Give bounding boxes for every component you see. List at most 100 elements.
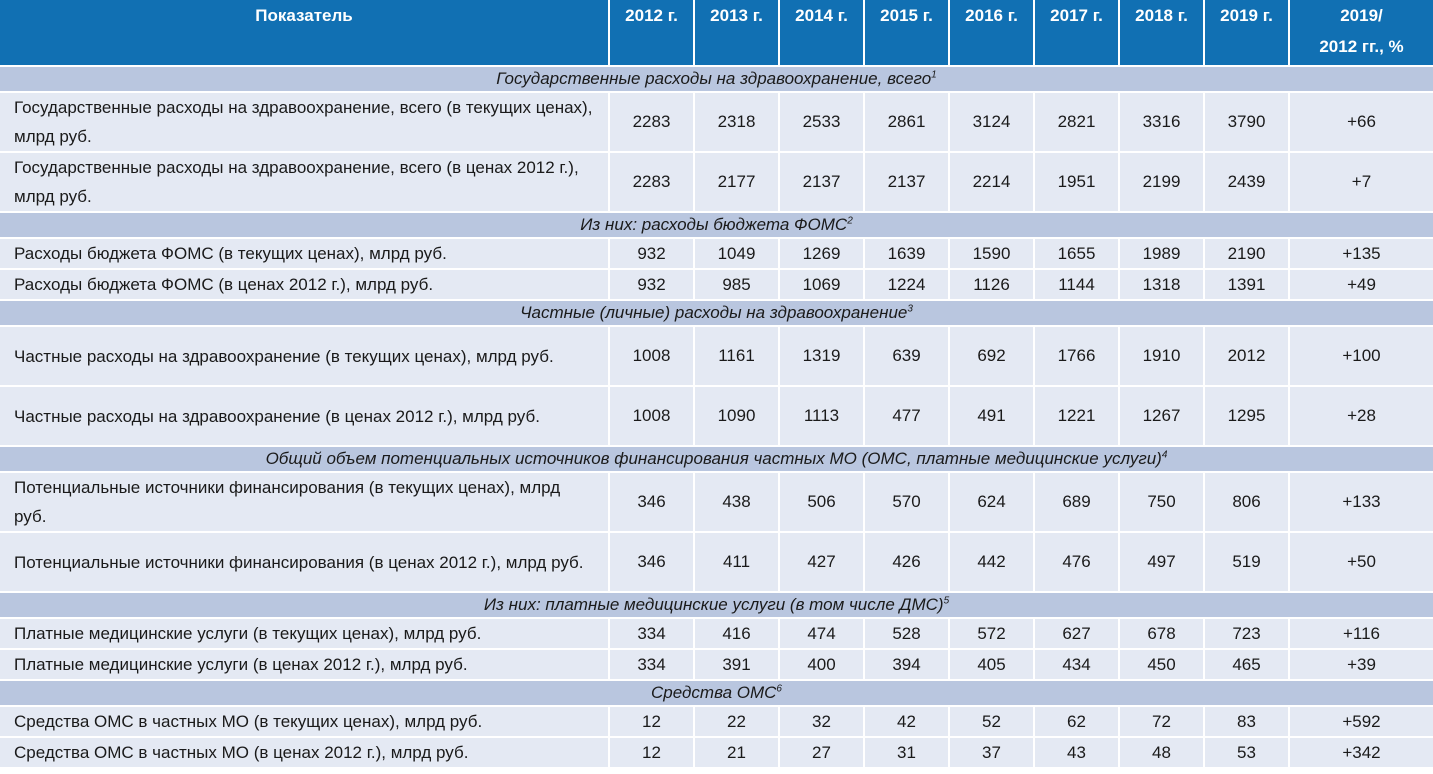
row-label: Расходы бюджета ФОМС (в текущих ценах), … xyxy=(0,237,610,269)
value-cell: 2861 xyxy=(864,91,950,152)
ratio-cell: +135 xyxy=(1289,237,1433,269)
value-cell: 1910 xyxy=(1119,325,1205,386)
value-cell: 2214 xyxy=(949,151,1035,212)
ratio-cell: +66 xyxy=(1289,91,1433,152)
value-cell: 2137 xyxy=(779,151,865,212)
value-cell: 434 xyxy=(1034,648,1120,680)
value-cell: 32 xyxy=(779,705,865,737)
value-cell: 1267 xyxy=(1119,385,1205,446)
value-cell: 1951 xyxy=(1034,151,1120,212)
value-cell: 639 xyxy=(864,325,950,386)
value-cell: 2318 xyxy=(694,91,780,152)
value-cell: 72 xyxy=(1119,705,1205,737)
header-year: 2012 г. xyxy=(609,0,695,66)
ratio-cell: +100 xyxy=(1289,325,1433,386)
footnote-marker: 2 xyxy=(847,215,853,227)
value-cell: 346 xyxy=(609,471,695,532)
section-title: Общий объем потенциальных источников фин… xyxy=(0,445,1433,472)
section-row: Государственные расходы на здравоохранен… xyxy=(0,65,1433,92)
value-cell: 416 xyxy=(694,617,780,649)
value-cell: 21 xyxy=(694,736,780,767)
value-cell: 570 xyxy=(864,471,950,532)
value-cell: 692 xyxy=(949,325,1035,386)
table-row: Средства ОМС в частных МО (в ценах 2012 … xyxy=(0,736,1433,767)
table-row: Расходы бюджета ФОМС (в ценах 2012 г.), … xyxy=(0,268,1433,300)
section-title-text: Частные (личные) расходы на здравоохране… xyxy=(520,303,908,322)
value-cell: 400 xyxy=(779,648,865,680)
header-year: 2018 г. xyxy=(1119,0,1205,66)
row-label: Потенциальные источники финансирования (… xyxy=(0,531,610,592)
footnote-marker: 6 xyxy=(776,683,782,695)
ratio-cell: +50 xyxy=(1289,531,1433,592)
section-title-text: Из них: расходы бюджета ФОМС xyxy=(580,215,848,234)
value-cell: 2439 xyxy=(1204,151,1290,212)
value-cell: 519 xyxy=(1204,531,1290,592)
value-cell: 689 xyxy=(1034,471,1120,532)
value-cell: 1655 xyxy=(1034,237,1120,269)
value-cell: 1766 xyxy=(1034,325,1120,386)
value-cell: 1391 xyxy=(1204,268,1290,300)
value-cell: 12 xyxy=(609,705,695,737)
table-header: Показатель 2012 г. 2013 г. 2014 г. 2015 … xyxy=(0,0,1433,66)
value-cell: 1319 xyxy=(779,325,865,386)
value-cell: 1144 xyxy=(1034,268,1120,300)
value-cell: 624 xyxy=(949,471,1035,532)
value-cell: 62 xyxy=(1034,705,1120,737)
value-cell: 3316 xyxy=(1119,91,1205,152)
value-cell: 52 xyxy=(949,705,1035,737)
table-row: Частные расходы на здравоохранение (в те… xyxy=(0,325,1433,386)
value-cell: 1269 xyxy=(779,237,865,269)
section-row: Средства ОМС6 xyxy=(0,679,1433,706)
value-cell: 2190 xyxy=(1204,237,1290,269)
value-cell: 1090 xyxy=(694,385,780,446)
header-year: 2015 г. xyxy=(864,0,950,66)
section-title: Частные (личные) расходы на здравоохране… xyxy=(0,299,1433,326)
header-ratio-line1: 2019/ xyxy=(1340,6,1383,25)
value-cell: 476 xyxy=(1034,531,1120,592)
value-cell: 3790 xyxy=(1204,91,1290,152)
value-cell: 985 xyxy=(694,268,780,300)
value-cell: 334 xyxy=(609,617,695,649)
value-cell: 1049 xyxy=(694,237,780,269)
section-row: Частные (личные) расходы на здравоохране… xyxy=(0,299,1433,326)
value-cell: 572 xyxy=(949,617,1035,649)
value-cell: 22 xyxy=(694,705,780,737)
ratio-cell: +39 xyxy=(1289,648,1433,680)
header-year: 2014 г. xyxy=(779,0,865,66)
ratio-cell: +7 xyxy=(1289,151,1433,212)
header-year: 2017 г. xyxy=(1034,0,1120,66)
row-label: Средства ОМС в частных МО (в текущих цен… xyxy=(0,705,610,737)
value-cell: 528 xyxy=(864,617,950,649)
table-row: Частные расходы на здравоохранение (в це… xyxy=(0,385,1433,446)
ratio-cell: +49 xyxy=(1289,268,1433,300)
value-cell: 2821 xyxy=(1034,91,1120,152)
header-year: 2016 г. xyxy=(949,0,1035,66)
value-cell: 2533 xyxy=(779,91,865,152)
value-cell: 411 xyxy=(694,531,780,592)
value-cell: 391 xyxy=(694,648,780,680)
row-label: Расходы бюджета ФОМС (в ценах 2012 г.), … xyxy=(0,268,610,300)
footnote-marker: 3 xyxy=(907,303,913,315)
value-cell: 2283 xyxy=(609,151,695,212)
row-label: Частные расходы на здравоохранение (в те… xyxy=(0,325,610,386)
value-cell: 334 xyxy=(609,648,695,680)
value-cell: 1590 xyxy=(949,237,1035,269)
value-cell: 394 xyxy=(864,648,950,680)
value-cell: 1221 xyxy=(1034,385,1120,446)
value-cell: 1113 xyxy=(779,385,865,446)
value-cell: 450 xyxy=(1119,648,1205,680)
table-row: Потенциальные источники финансирования (… xyxy=(0,471,1433,532)
value-cell: 1989 xyxy=(1119,237,1205,269)
ratio-cell: +342 xyxy=(1289,736,1433,767)
value-cell: 750 xyxy=(1119,471,1205,532)
value-cell: 2283 xyxy=(609,91,695,152)
row-label: Платные медицинские услуги (в текущих це… xyxy=(0,617,610,649)
footnote-marker: 5 xyxy=(943,595,950,607)
table-row: Потенциальные источники финансирования (… xyxy=(0,531,1433,592)
ratio-cell: +116 xyxy=(1289,617,1433,649)
table-row: Государственные расходы на здравоохранен… xyxy=(0,91,1433,152)
value-cell: 678 xyxy=(1119,617,1205,649)
value-cell: 1318 xyxy=(1119,268,1205,300)
ratio-cell: +28 xyxy=(1289,385,1433,446)
